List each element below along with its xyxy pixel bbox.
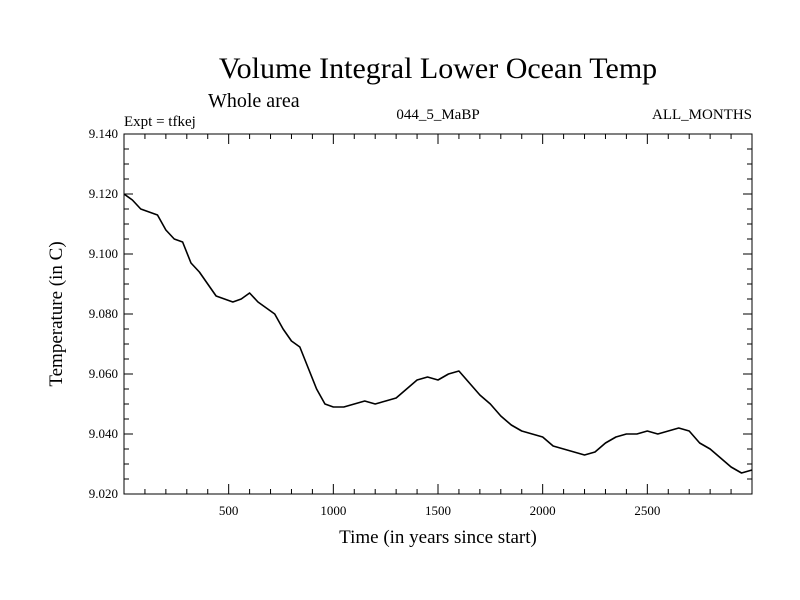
- chart-title: Volume Integral Lower Ocean Temp: [219, 52, 657, 85]
- y-tick-label: 9.020: [89, 486, 118, 501]
- axis-ticks: [124, 133, 752, 495]
- x-tick-label: 1500: [425, 503, 451, 518]
- months-label: ALL_MONTHS: [652, 107, 752, 123]
- x-tick-label: 500: [219, 503, 239, 518]
- y-tick-label: 9.080: [89, 306, 118, 321]
- plot-frame: [123, 133, 753, 495]
- experiment-id-label: 044_5_MaBP: [396, 107, 479, 123]
- y-tick-label: 9.120: [89, 186, 118, 201]
- y-tick-label: 9.100: [89, 246, 118, 261]
- y-tick-label: 9.140: [89, 126, 118, 141]
- x-tick-label: 2500: [634, 503, 660, 518]
- x-tick-label: 1000: [320, 503, 346, 518]
- y-tick-label: 9.040: [89, 426, 118, 441]
- y-axis-label: Temperature (in C): [46, 241, 67, 386]
- x-tick-label: 2000: [530, 503, 556, 518]
- x-axis-label: Time (in years since start): [339, 527, 537, 548]
- chart-subtitle: Whole area: [208, 90, 300, 112]
- expt-label: Expt = tfkej: [124, 114, 196, 130]
- y-tick-label: 9.060: [89, 366, 118, 381]
- temperature-series-line: [123, 193, 753, 474]
- tick-labels: 9.020 9.040 9.060 9.080 9.100 9.120 9.140 500 10…: [89, 126, 661, 518]
